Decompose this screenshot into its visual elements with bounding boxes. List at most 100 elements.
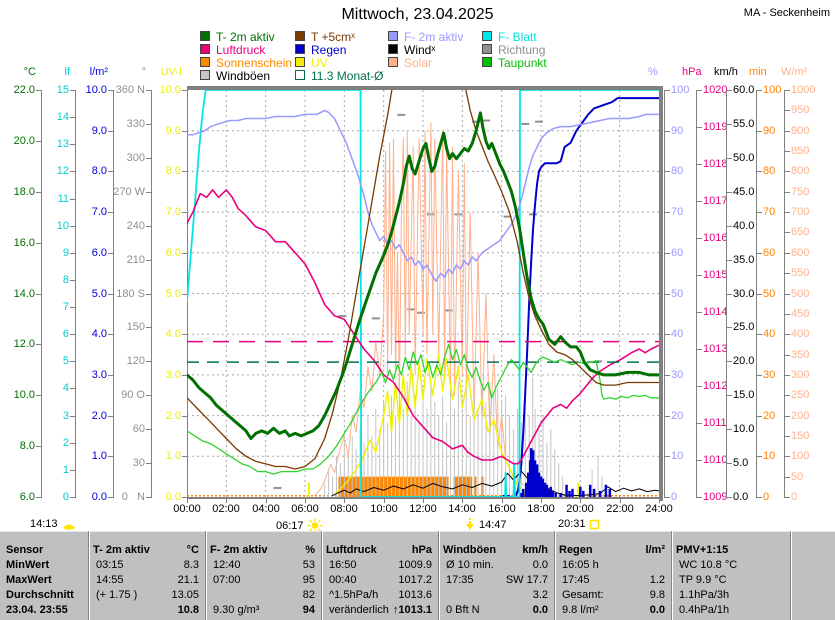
axis-tick-label: 3	[62, 410, 69, 422]
axis-line-km/h	[726, 90, 727, 498]
axis-line-W/m²	[784, 90, 785, 498]
axis-tick	[785, 456, 790, 457]
axis-tick-label: 30	[132, 457, 145, 469]
axis-tick-label: 14	[56, 111, 69, 123]
axis-tick-label: 700	[791, 206, 810, 218]
axis-tick	[70, 280, 75, 281]
axis-tick	[146, 90, 151, 91]
axis-tick-label: 80	[671, 165, 684, 177]
legend-swatch	[200, 44, 210, 54]
legend-label: Taupunkt	[498, 56, 547, 70]
axis-tick	[727, 260, 732, 261]
table-cell-value: 82	[302, 589, 315, 601]
series-t-2m	[187, 111, 659, 440]
legend-label: Windböen	[216, 69, 271, 83]
series-f-2m	[187, 109, 659, 283]
x-axis-tick-label: 24:00	[645, 503, 673, 515]
axis-tick	[665, 171, 670, 172]
axis-tick	[757, 253, 762, 254]
axis-tick	[727, 463, 732, 464]
table-cell-value: 9.8	[649, 589, 665, 601]
axis-line-l/m²	[113, 90, 114, 498]
axis-tick	[727, 327, 732, 328]
x-axis-tick	[659, 499, 660, 503]
axis-tick-label: 180 S	[116, 288, 145, 300]
x-axis-tick	[580, 499, 581, 503]
axis-tick	[785, 477, 790, 478]
axis-tick-label: 1010	[703, 454, 728, 466]
table-divider-highlight	[555, 531, 556, 620]
x-axis-tick-label: 22:00	[606, 503, 634, 515]
table-divider-highlight	[322, 531, 323, 620]
axis-tick	[665, 90, 670, 91]
table-cell-label: 16:05 h	[562, 559, 599, 571]
axis-tick	[146, 226, 151, 227]
axis-tick-label: 6.0	[19, 491, 35, 503]
axis-tick-label: 200	[791, 410, 810, 422]
page-title: Mittwoch, 23.04.2025	[341, 6, 494, 23]
table-cell-label: 17:35	[446, 574, 474, 586]
axis-tick-label: 18.0	[13, 186, 35, 198]
axis-tick-label: 2.0	[91, 410, 107, 422]
series-uv	[335, 353, 530, 497]
axis-tick-label: 20	[671, 410, 684, 422]
axis-tick	[665, 416, 670, 417]
axis-tick	[757, 131, 762, 132]
axis-tick-label: 0.0	[733, 491, 749, 503]
station-name: MA - Seckenheim	[743, 7, 830, 19]
axis-tick	[70, 388, 75, 389]
x-axis-tick	[541, 499, 542, 503]
axis-tick-label: 5.0	[91, 288, 107, 300]
plot-border-top	[187, 86, 663, 90]
axis-tick	[182, 90, 187, 91]
axis-tick	[182, 375, 187, 376]
axis-tick	[727, 497, 732, 498]
axis-tick	[757, 294, 762, 295]
table-cell-label: 14:55	[96, 574, 124, 586]
table-cell-label: 12:40	[213, 559, 241, 571]
axis-tick	[757, 456, 762, 457]
axis-tick-label: 12.0	[13, 338, 35, 350]
axis-tick	[697, 497, 702, 498]
legend-label: Windˣ	[404, 43, 436, 57]
legend-swatch	[200, 57, 210, 67]
table-cell-value: 1017.2	[398, 574, 432, 586]
legend-label: UV	[311, 56, 328, 70]
axis-tick	[36, 243, 41, 244]
legend-swatch	[295, 57, 305, 67]
axis-tick	[70, 307, 75, 308]
axis-unit-°: °	[141, 66, 146, 78]
axis-tick-label: 60	[763, 247, 776, 259]
legend-label: T +5cmˣ	[311, 30, 356, 44]
axis-tick-label: 5.0	[733, 457, 749, 469]
axis-tick	[70, 117, 75, 118]
axis-tick-label: 40	[671, 328, 684, 340]
axis-tick-label: 3.0	[91, 369, 107, 381]
legend-swatch	[388, 31, 398, 41]
x-axis-tick	[620, 499, 621, 503]
axis-tick-label: 0.0	[91, 491, 107, 503]
axis-unit-%: %	[648, 66, 658, 78]
axis-tick	[785, 192, 790, 193]
axis-tick	[697, 460, 702, 461]
x-axis-tick-label: 08:00	[330, 503, 358, 515]
legend-label: F- 2m aktiv	[404, 30, 464, 44]
table-cell-label: ^1.5hPa/h	[329, 589, 379, 601]
axis-tick	[70, 361, 75, 362]
table-cell-value: 95	[302, 574, 315, 586]
axis-tick	[757, 416, 762, 417]
legend-label: Richtung	[498, 43, 546, 57]
series-wind	[332, 470, 659, 497]
axis-tick	[785, 232, 790, 233]
x-axis-tick	[226, 499, 227, 503]
legend-label: Luftdruck	[216, 43, 266, 57]
series-f-blatt	[187, 90, 659, 497]
axis-tick	[108, 90, 113, 91]
axis-line-min	[756, 90, 757, 498]
axis-tick-label: 90	[763, 125, 776, 137]
table-cell-value: ↑1013.1	[392, 604, 432, 616]
axis-tick	[665, 375, 670, 376]
x-axis-tick-label: 02:00	[212, 503, 240, 515]
axis-tick	[697, 90, 702, 91]
axis-tick-label: 30	[763, 369, 776, 381]
